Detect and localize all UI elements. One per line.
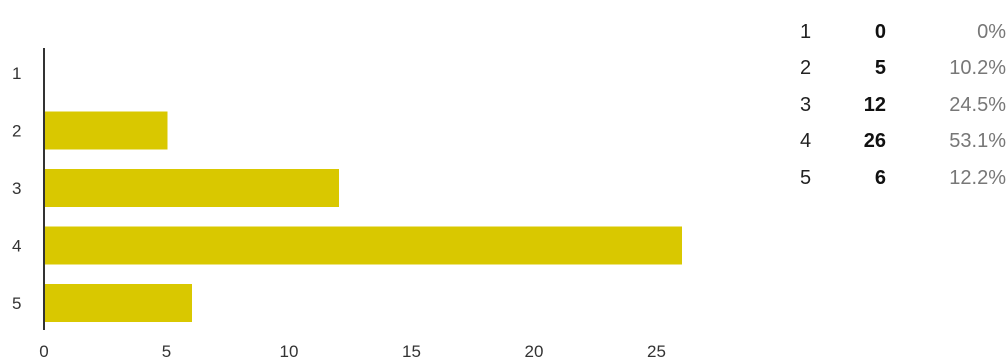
summary-count: 6	[874, 166, 886, 189]
summary-rating: 5	[800, 166, 812, 189]
summary-row: 4 26 53.1%	[800, 124, 1006, 161]
x-tick-20: 20	[525, 342, 544, 361]
x-tick-25: 25	[647, 342, 666, 361]
bar-4	[45, 226, 682, 265]
summary-count: 0	[874, 20, 886, 43]
summary-rating: 4	[800, 130, 812, 153]
summary-count: 5	[874, 57, 886, 80]
bars-layer	[45, 111, 682, 322]
x-tick-10: 10	[280, 342, 299, 361]
bar-chart: 1 2 3 4 5 0 5 10 15 20 25	[12, 48, 682, 361]
x-tick-15: 15	[402, 342, 421, 361]
category-label-4: 4	[12, 237, 21, 256]
category-labels: 1 2 3 4 5	[12, 64, 21, 313]
summary-table: 1 0 0% 2 5 10.2% 3 12 24.5% 4 26 53.1% 5…	[800, 14, 1006, 197]
summary-count: 12	[863, 93, 886, 116]
x-tick-labels: 0 5 10 15 20 25	[39, 342, 666, 361]
summary-row: 5 6 12.2%	[800, 160, 1006, 197]
x-tick-0: 0	[39, 342, 48, 361]
x-tick-5: 5	[162, 342, 171, 361]
summary-percent: 0%	[977, 20, 1006, 43]
category-label-1: 1	[12, 64, 21, 83]
summary-count: 26	[863, 130, 886, 153]
bar-2	[45, 111, 168, 150]
summary-percent: 12.2%	[949, 166, 1006, 189]
summary-rating: 2	[800, 57, 812, 80]
bar-3	[45, 169, 339, 207]
summary-row: 1 0 0%	[800, 14, 1006, 51]
summary-rating: 3	[800, 93, 812, 116]
bar-5	[45, 284, 192, 322]
category-label-5: 5	[12, 294, 21, 313]
summary-percent: 53.1%	[949, 130, 1006, 153]
summary-rating: 1	[800, 20, 812, 43]
summary-row: 3 12 24.5%	[800, 87, 1006, 124]
summary-percent: 24.5%	[949, 93, 1006, 116]
category-label-3: 3	[12, 179, 21, 198]
category-label-2: 2	[12, 122, 21, 141]
summary-row: 2 5 10.2%	[800, 51, 1006, 88]
summary-percent: 10.2%	[949, 57, 1006, 80]
